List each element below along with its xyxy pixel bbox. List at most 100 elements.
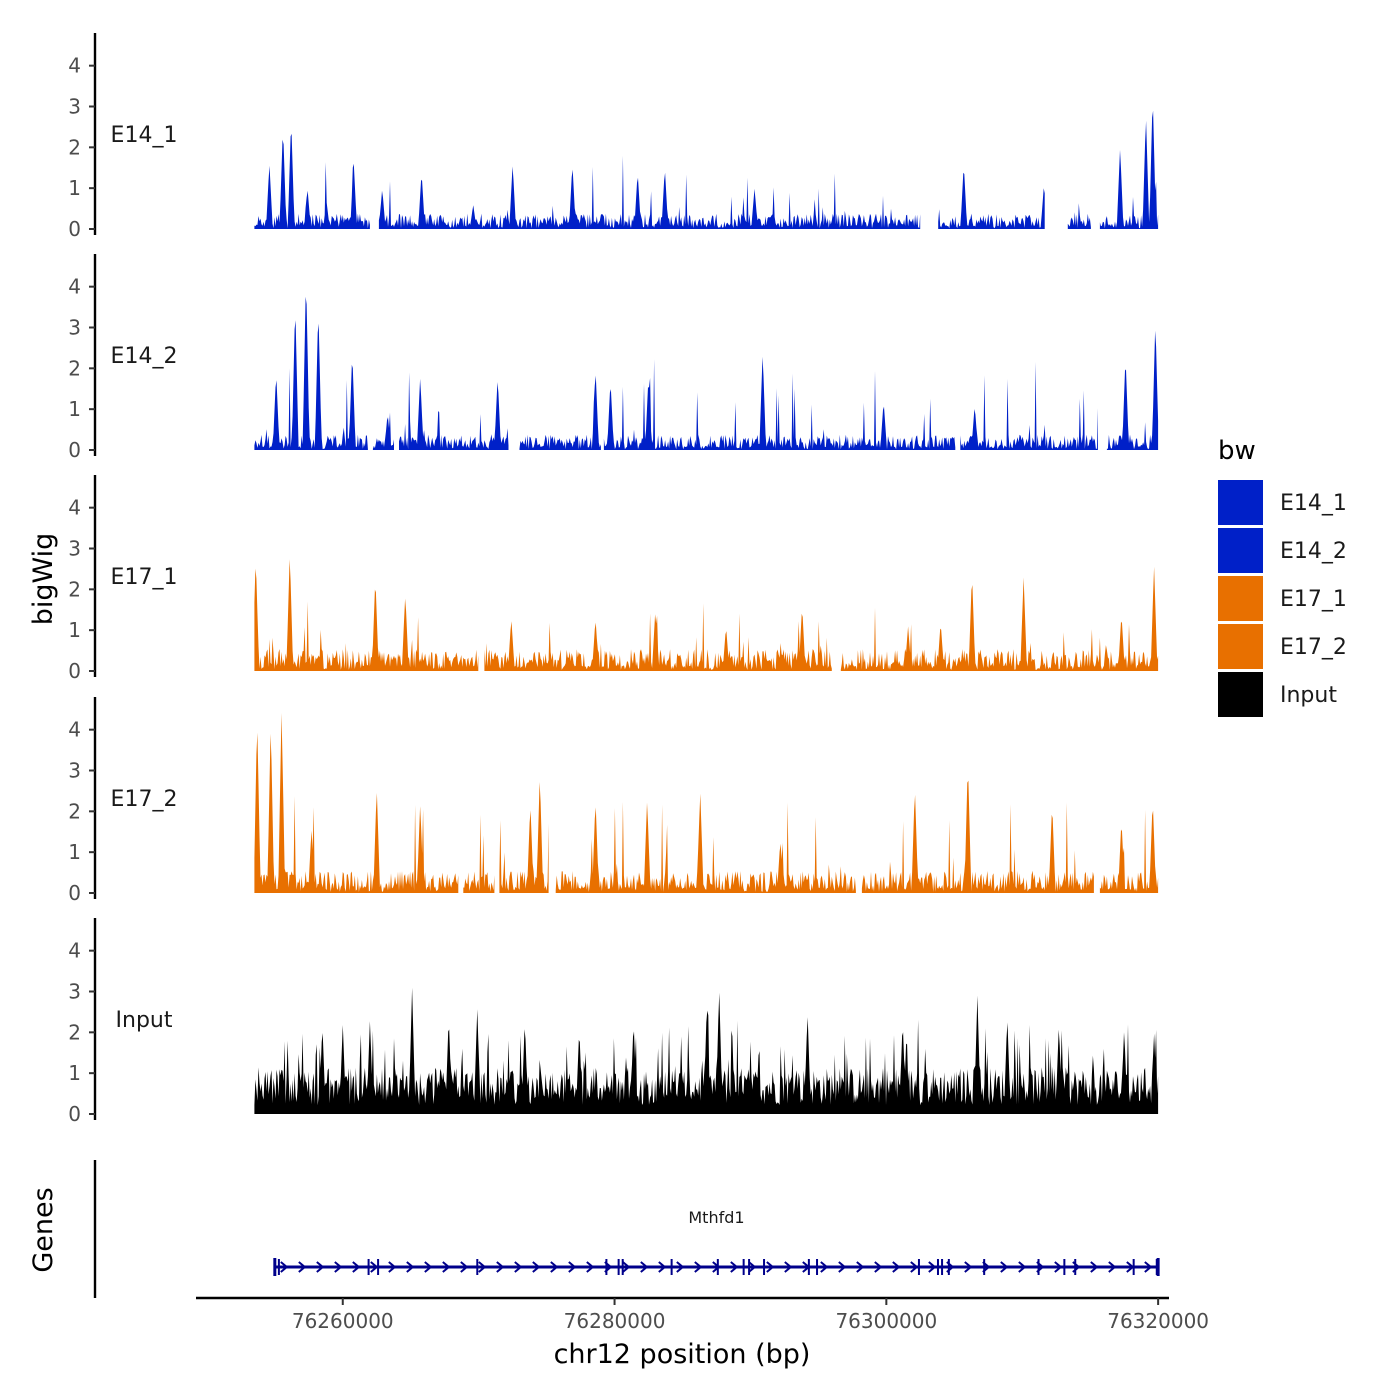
x-tick-label: 76280000 — [564, 1309, 666, 1333]
strand-arrow — [460, 1261, 469, 1273]
legend-key-E17_2 — [1218, 624, 1263, 669]
coverage-area-Input — [254, 987, 1159, 1114]
y-tick-label: 4 — [68, 54, 81, 78]
strand-arrow — [280, 1261, 289, 1273]
legend-label-E14_2: E14_2 — [1280, 539, 1347, 564]
track-label-E14_2: E14_2 — [111, 344, 178, 369]
strand-arrow — [370, 1261, 379, 1273]
y-tick-label: 1 — [68, 618, 81, 642]
y-tick-label: 4 — [68, 939, 81, 963]
strand-arrow — [424, 1261, 433, 1273]
y-axis-title: bigWig — [28, 533, 59, 626]
gene-label: Mthfd1 — [688, 1208, 744, 1227]
strand-arrow — [496, 1261, 505, 1273]
legend-key-E14_2 — [1218, 528, 1263, 573]
y-tick-label: 4 — [68, 718, 81, 742]
strand-arrow — [352, 1261, 361, 1273]
y-tick-label: 3 — [68, 95, 81, 119]
y-tick-label: 2 — [68, 799, 81, 823]
strand-arrow — [766, 1261, 775, 1273]
y-tick-label: 0 — [68, 438, 81, 462]
coverage-area-E14_1 — [254, 110, 1159, 229]
strand-arrow — [856, 1261, 865, 1273]
legend-key-E17_1 — [1218, 576, 1263, 621]
legend-label-E17_2: E17_2 — [1280, 635, 1347, 660]
y-tick-label: 0 — [68, 659, 81, 683]
strand-arrow — [532, 1261, 541, 1273]
strand-arrow — [730, 1261, 739, 1273]
strand-arrow — [568, 1261, 577, 1273]
y-tick-label: 3 — [68, 537, 81, 561]
legend-label-E14_1: E14_1 — [1280, 491, 1347, 516]
track-E17_1: 0 1 2 3 4 E17_1 — [68, 475, 1159, 683]
strand-arrow — [784, 1261, 793, 1273]
strand-arrow — [1144, 1261, 1153, 1273]
y-tick-label: 0 — [68, 217, 81, 241]
y-tick-label: 3 — [68, 980, 81, 1004]
x-tick-label: 76300000 — [835, 1309, 937, 1333]
track-E17_2: 0 1 2 3 4 E17_2 — [68, 697, 1159, 905]
strand-arrow — [316, 1261, 325, 1273]
track-label-Input: Input — [116, 1008, 173, 1033]
strand-arrow — [964, 1261, 973, 1273]
legend-key-E14_1 — [1218, 480, 1263, 525]
legend-key-Input — [1218, 672, 1263, 717]
bigwig-tracks: 0 1 2 3 4 E14_1 0 1 2 3 4 E14_2 0 1 2 3 4 E17_1 0 1 2 3 4 E17_2… — [68, 33, 1159, 1126]
strand-arrow — [820, 1261, 829, 1273]
y-tick-label: 2 — [68, 356, 81, 380]
strand-arrow — [1000, 1261, 1009, 1273]
y-tick-label: 1 — [68, 1061, 81, 1085]
x-axis-title: chr12 position (bp) — [554, 1339, 811, 1370]
strand-arrow — [334, 1261, 343, 1273]
y-tick-label: 1 — [68, 840, 81, 864]
track-label-E17_2: E17_2 — [111, 787, 178, 812]
y-tick-label: 2 — [68, 1020, 81, 1044]
strand-arrow — [694, 1261, 703, 1273]
gene-track: Mthfd1 — [93, 1160, 1160, 1298]
legend-label-Input: Input — [1280, 683, 1337, 708]
strand-arrow — [838, 1261, 847, 1273]
x-axis: 76260000 76280000 76300000 76320000 — [196, 1296, 1209, 1333]
legend-title: bw — [1218, 436, 1256, 466]
strand-arrow — [514, 1261, 523, 1273]
strand-arrow — [1054, 1261, 1063, 1273]
strand-arrow — [298, 1261, 307, 1273]
track-label-E17_1: E17_1 — [111, 565, 178, 590]
coverage-area-E17_2 — [254, 712, 1159, 893]
y-tick-label: 1 — [68, 397, 81, 421]
strand-arrow — [406, 1261, 415, 1273]
legend: bw E14_1 E14_2 E17_1 E17_2 Input — [1218, 436, 1347, 717]
strand-arrow — [658, 1261, 667, 1273]
x-tick-label: 76260000 — [292, 1309, 394, 1333]
coverage-area-E17_1 — [254, 559, 1159, 671]
strand-arrow — [550, 1261, 559, 1273]
y-tick-label: 0 — [68, 881, 81, 905]
y-tick-label: 3 — [68, 316, 81, 340]
y-tick-label: 3 — [68, 759, 81, 783]
strand-arrow — [622, 1261, 631, 1273]
strand-arrow — [928, 1261, 937, 1273]
coverage-area-E14_2 — [254, 296, 1159, 450]
strand-arrow — [874, 1261, 883, 1273]
genes-axis-title: Genes — [28, 1187, 59, 1272]
strand-arrow — [1018, 1261, 1027, 1273]
x-tick-label: 76320000 — [1107, 1309, 1209, 1333]
track-label-E14_1: E14_1 — [111, 123, 178, 148]
y-tick-label: 4 — [68, 275, 81, 299]
strand-arrow — [442, 1261, 451, 1273]
strand-arrow — [586, 1261, 595, 1273]
strand-arrow — [640, 1261, 649, 1273]
gene-Mthfd1: Mthfd1 — [273, 1208, 1160, 1276]
y-tick-label: 2 — [68, 577, 81, 601]
legend-label-E17_1: E17_1 — [1280, 587, 1347, 612]
y-tick-label: 0 — [68, 1102, 81, 1126]
strand-arrow — [1108, 1261, 1117, 1273]
strand-arrow — [676, 1261, 685, 1273]
strand-arrow — [388, 1261, 397, 1273]
strand-arrow — [748, 1261, 757, 1273]
strand-arrow — [478, 1261, 487, 1273]
y-tick-label: 1 — [68, 176, 81, 200]
strand-arrow — [910, 1261, 919, 1273]
y-tick-label: 2 — [68, 135, 81, 159]
